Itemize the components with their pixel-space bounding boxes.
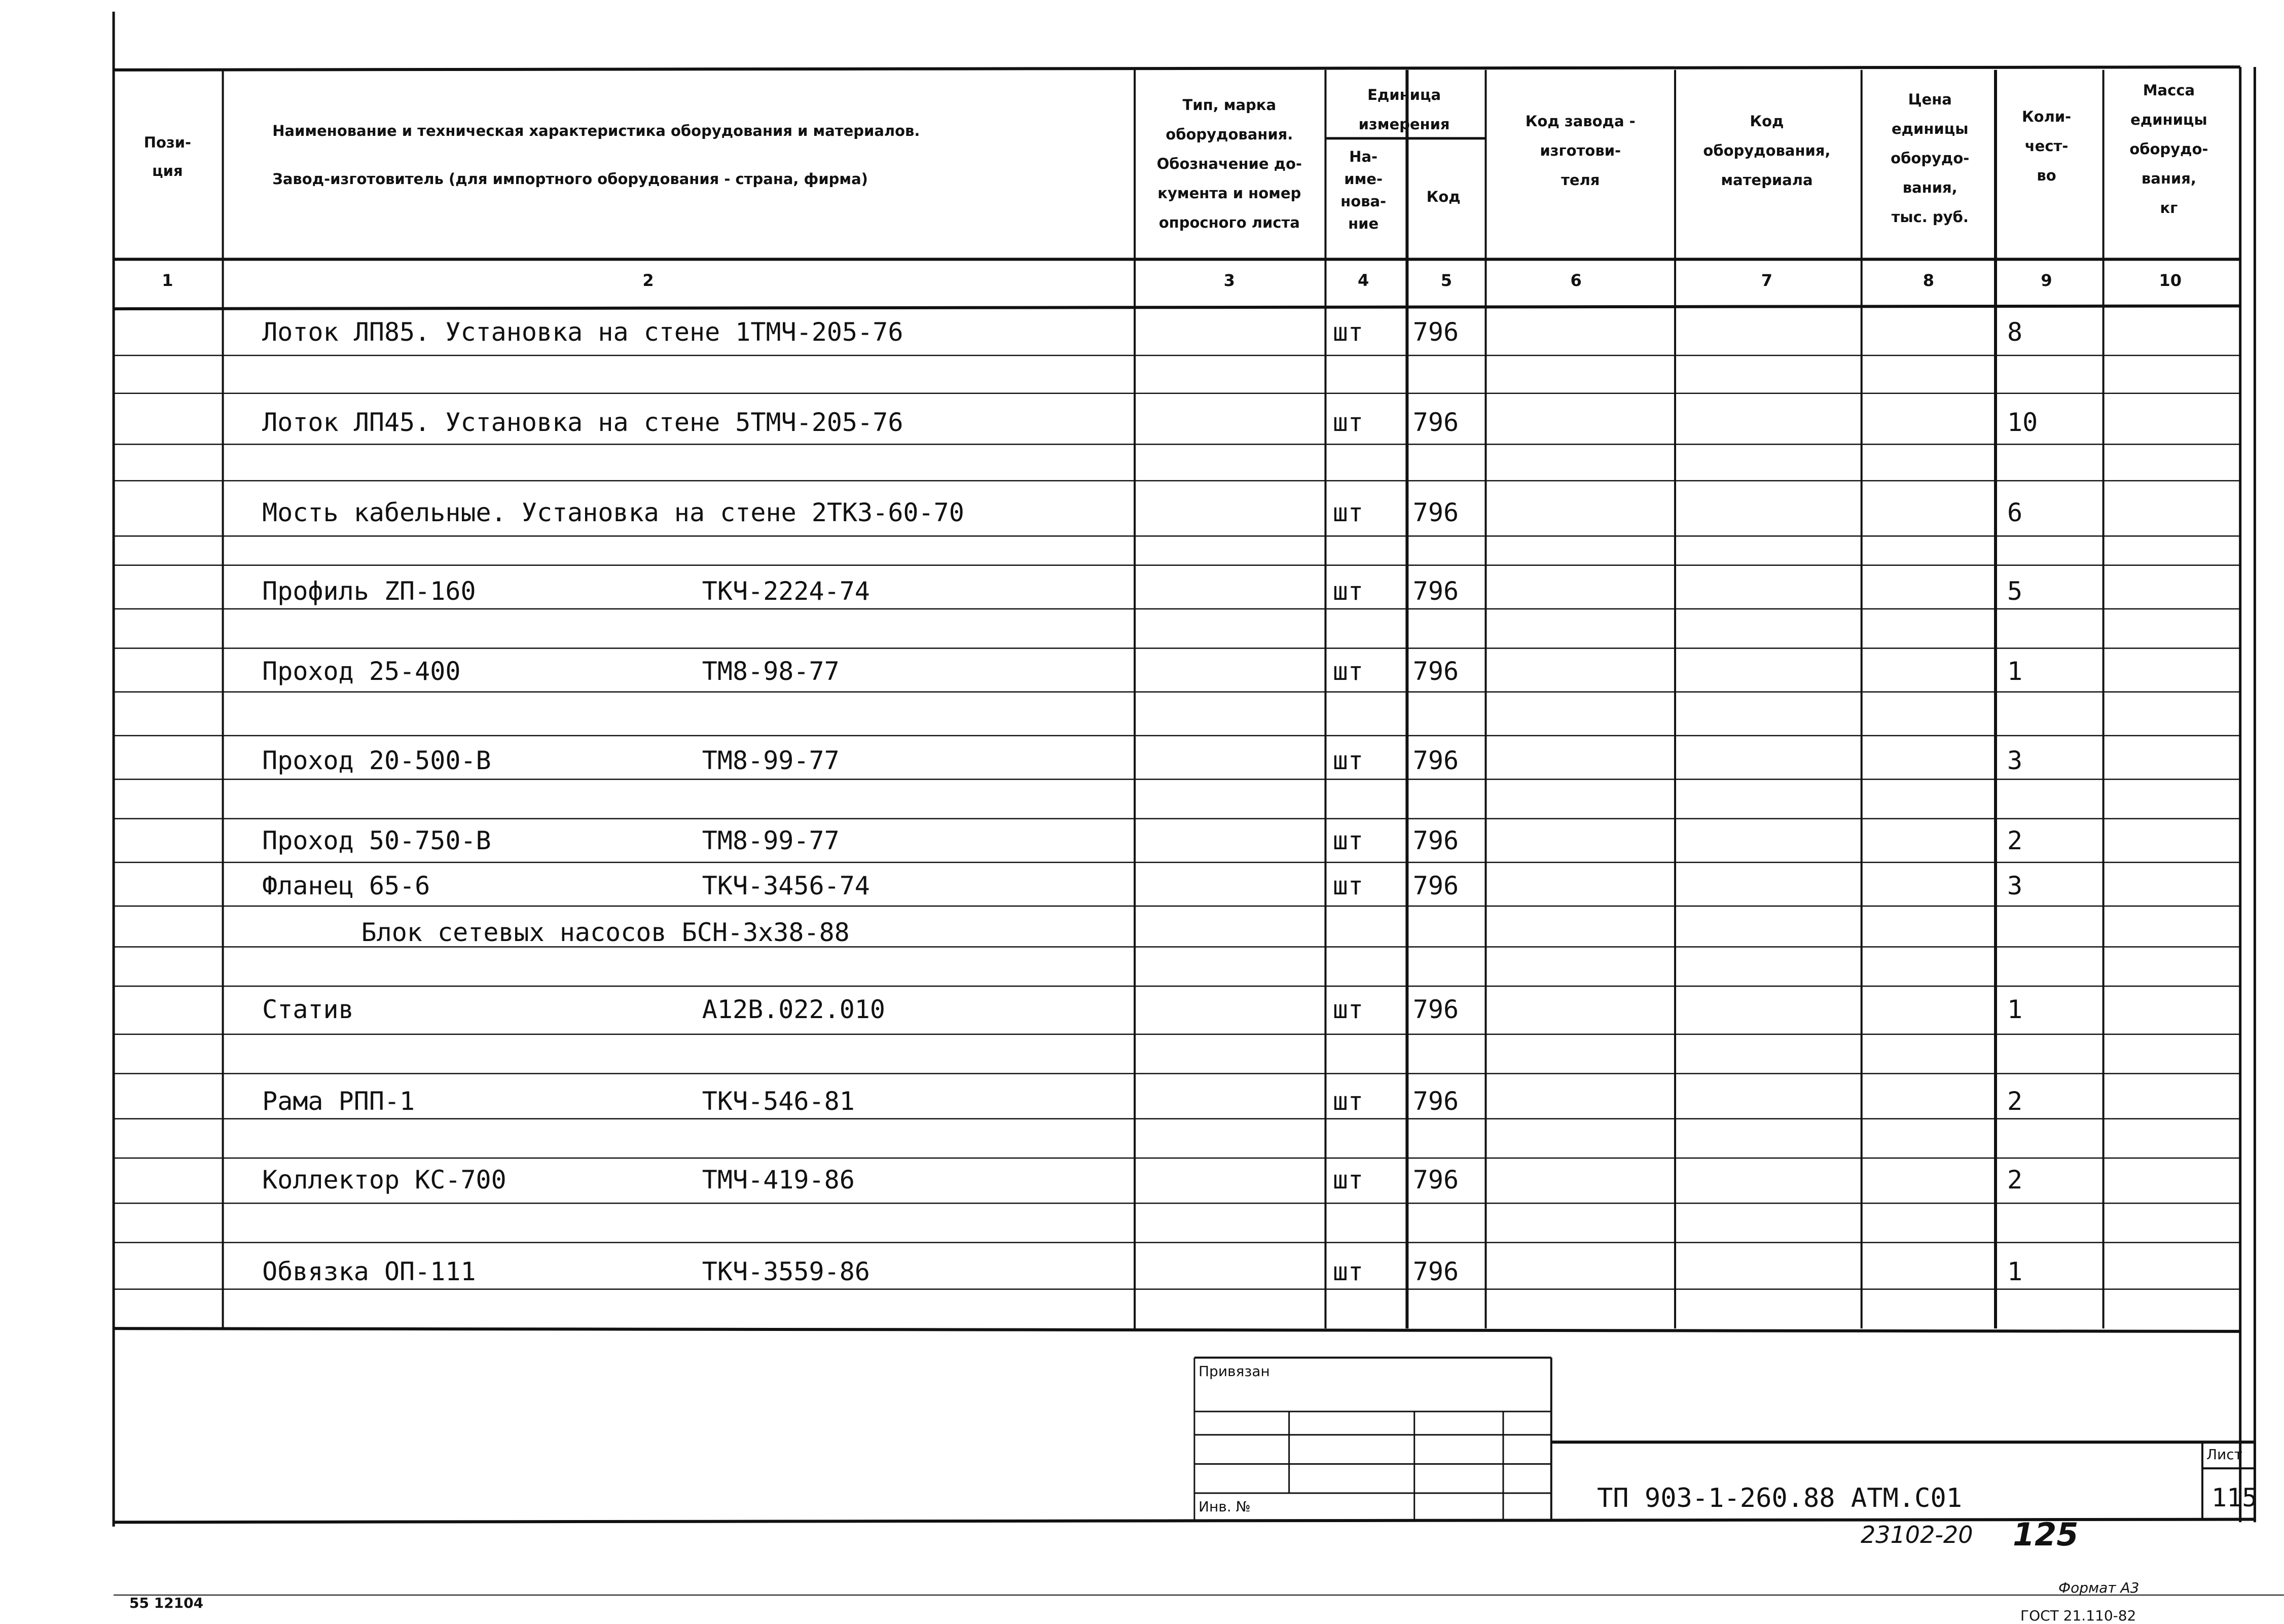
item-unit-code: 796 (1412, 994, 1459, 1024)
item-name: Профиль ZП-160 (262, 576, 476, 606)
item-unit: шт (1332, 1086, 1363, 1116)
item-unit-code: 796 (1412, 871, 1459, 900)
item-name: Рама РПП-1 (262, 1086, 415, 1116)
item-unit-code: 796 (1412, 657, 1459, 687)
item-unit-code: 796 (1412, 1257, 1459, 1287)
column-number: 6 (1570, 271, 1582, 291)
item-unit: шт (1332, 994, 1363, 1024)
section-title: Блок сетевых насосов БСН-3х38-88 (361, 917, 850, 947)
header-type: Тип, марка оборудования. Обозначение до-… (1156, 96, 1302, 232)
item-unit: шт (1332, 1257, 1363, 1287)
item-name: Проход 50-750-В (262, 825, 491, 855)
header-name-line1: Наименование и техническая характеристик… (272, 122, 920, 139)
format-label: Формат А3 (2058, 1579, 2140, 1596)
document-designation: ТП 903-1-260.88 АТМ.С01 (1597, 1483, 1963, 1513)
item-quantity: 1 (2007, 994, 2023, 1024)
item-quantity: 5 (2007, 576, 2023, 606)
item-unit-code: 796 (1412, 1165, 1459, 1195)
item-unit-code: 796 (1412, 317, 1459, 347)
gost-label: ГОСТ 21.110-82 (2020, 1607, 2136, 1624)
item-quantity: 8 (2007, 317, 2023, 347)
item-document: ТКЧ-2224-74 (702, 576, 870, 606)
column-number: 8 (1923, 271, 1934, 291)
item-name: Лоток ЛП85. Установка на стене 1ТМЧ-205-… (262, 317, 903, 347)
item-unit: шт (1332, 408, 1363, 438)
grid-line (114, 65, 2240, 71)
item-quantity: 6 (2007, 498, 2023, 528)
item-unit: шт (1332, 317, 1363, 347)
header-position: Пози- ция (143, 133, 192, 179)
column-number: 2 (642, 271, 654, 291)
item-document: ТКЧ-3559-86 (702, 1257, 870, 1287)
item-unit: шт (1332, 871, 1363, 900)
item-unit: шт (1332, 745, 1363, 775)
item-unit-code: 796 (1412, 408, 1459, 438)
item-unit: шт (1332, 498, 1363, 528)
item-unit-code: 796 (1412, 576, 1459, 606)
item-name: Статив (262, 994, 354, 1024)
item-name: Мость кабельные. Установка на стене 2ТК3… (262, 498, 964, 528)
header-unit-code: Код (1426, 188, 1461, 206)
item-unit-code: 796 (1412, 498, 1459, 528)
header-factory-code: Код завода - изготови- теля (1525, 112, 1636, 189)
item-name: Коллектор КС-700 (262, 1165, 506, 1195)
item-document: ТМ8-99-77 (702, 825, 840, 855)
item-quantity: 1 (2007, 657, 2023, 687)
archive-number: 55 12104 (129, 1595, 204, 1611)
column-number: 1 (162, 271, 173, 291)
item-name: Фланец 65-6 (262, 871, 430, 900)
item-name: Проход 20-500-В (262, 745, 491, 775)
item-document: ТКЧ-3456-74 (702, 871, 870, 900)
sheet-number: 115 (2212, 1483, 2258, 1512)
header-equipment-code: Код оборудования, материала (1703, 112, 1831, 189)
item-quantity: 2 (2007, 1165, 2023, 1195)
grid-line (114, 304, 2240, 311)
item-quantity: 1 (2007, 1257, 2023, 1287)
item-document: ТМ8-99-77 (702, 745, 840, 775)
grid-line (114, 1518, 2255, 1524)
item-unit-code: 796 (1412, 745, 1459, 775)
header-unit-group: Единица измерения (1358, 86, 1450, 133)
item-document: ТМЧ-419-86 (702, 1165, 855, 1195)
header-name-line2: Завод-изготовитель (для импортного обору… (272, 170, 868, 188)
column-number: 4 (1357, 271, 1369, 291)
item-name: Обвязка ОП-111 (262, 1257, 476, 1287)
item-unit-code: 796 (1412, 1086, 1459, 1116)
column-number: 7 (1761, 271, 1773, 291)
item-unit-code: 796 (1412, 825, 1459, 855)
item-name: Лоток ЛП45. Установка на стене 5ТМЧ-205-… (262, 408, 903, 438)
sheet-label: Лист (2206, 1446, 2242, 1463)
column-number: 9 (2041, 271, 2052, 291)
item-quantity: 10 (2007, 408, 2038, 438)
page-number: 125 (2013, 1516, 2079, 1553)
privyazan-label: Привязан (1199, 1363, 1270, 1380)
column-number: 10 (2159, 271, 2182, 291)
inv-number-label: Инв. № (1199, 1498, 1251, 1515)
header-unit-name: На- име- нова- ние (1340, 148, 1387, 233)
item-quantity: 3 (2007, 745, 2023, 775)
item-document: А12В.022.010 (702, 994, 886, 1024)
item-unit: шт (1332, 657, 1363, 687)
handwritten-number: 23102-20 (1861, 1521, 1973, 1548)
item-document: ТМ8-98-77 (702, 657, 840, 687)
header-quantity: Коли- чест- во (2021, 108, 2072, 185)
item-quantity: 2 (2007, 1086, 2023, 1116)
item-document: ТКЧ-546-81 (702, 1086, 855, 1116)
item-quantity: 3 (2007, 871, 2023, 900)
grid-line (114, 1327, 2240, 1333)
item-unit: шт (1332, 825, 1363, 855)
item-name: Проход 25-400 (262, 657, 461, 687)
item-quantity: 2 (2007, 825, 2023, 855)
header-mass: Масса единицы оборудо- вания, кг (2129, 82, 2208, 217)
column-number: 5 (1440, 271, 1453, 291)
item-unit: шт (1332, 576, 1363, 606)
header-price: Цена единицы оборудо- вания, тыс. руб. (1891, 90, 1970, 226)
column-number: 3 (1223, 271, 1235, 291)
item-unit: шт (1332, 1165, 1363, 1195)
